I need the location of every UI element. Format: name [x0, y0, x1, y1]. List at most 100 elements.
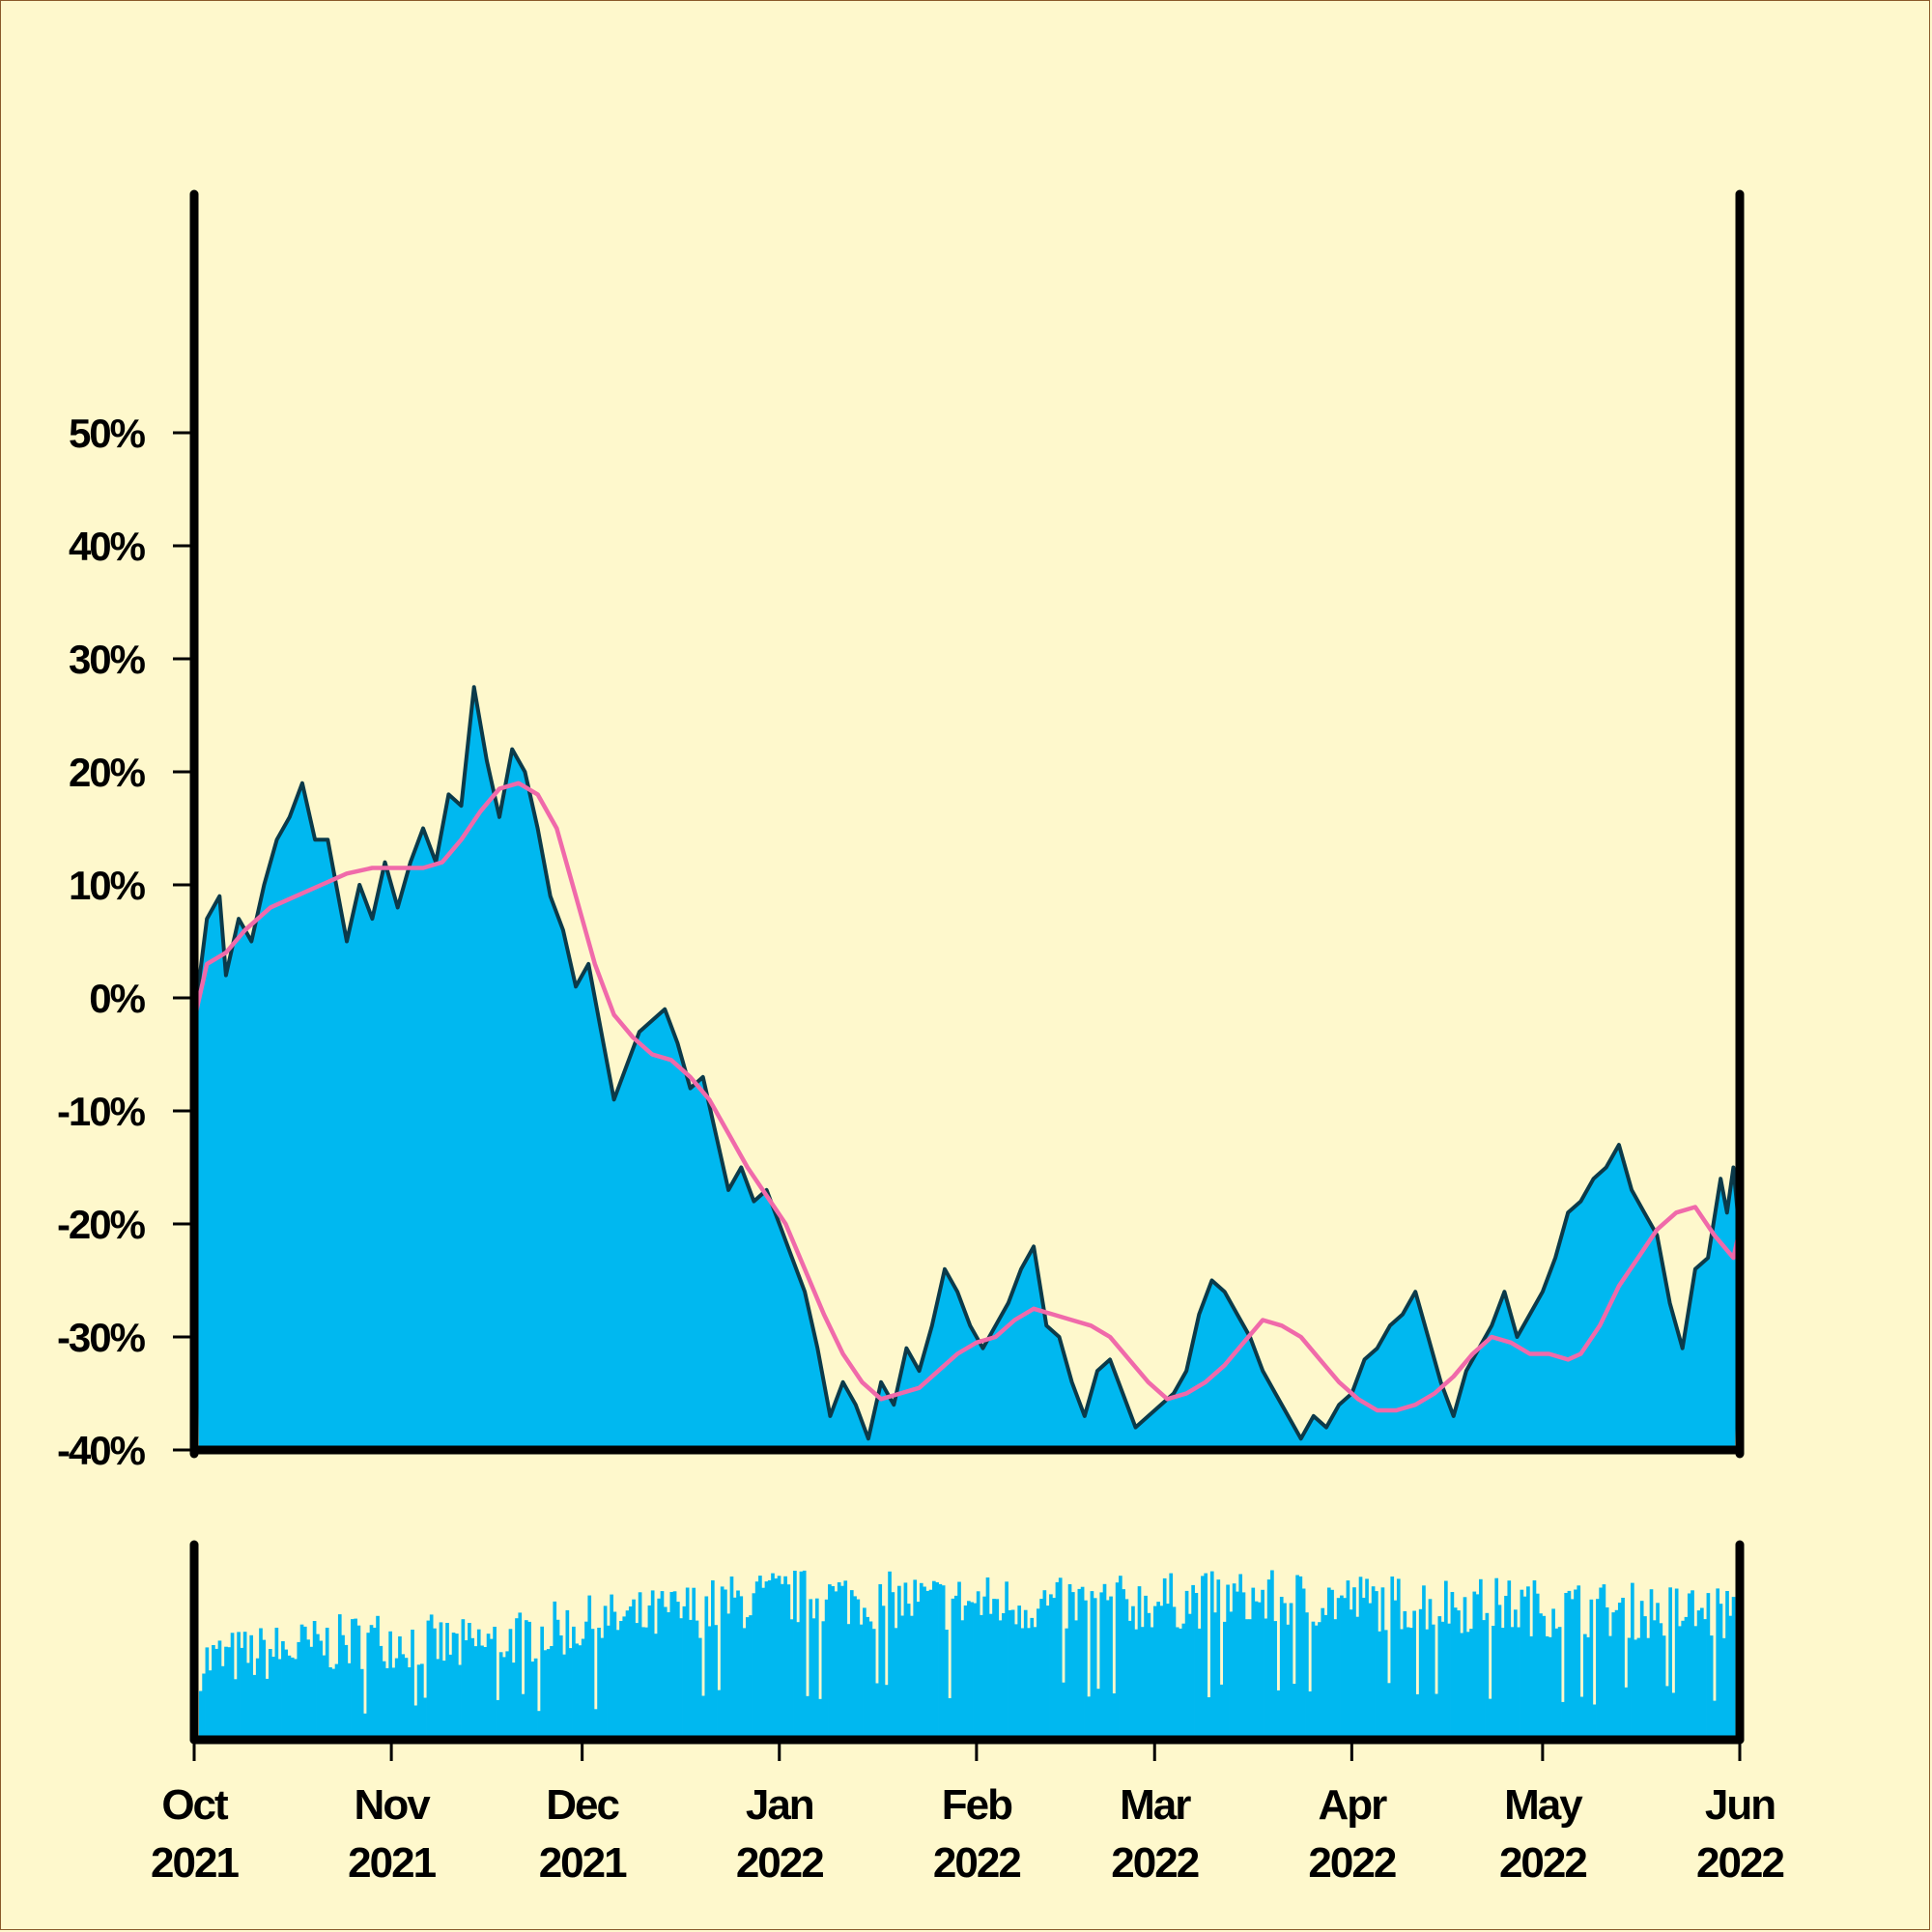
volume-bar	[212, 1645, 215, 1740]
volume-bar	[888, 1571, 892, 1740]
volume-bar	[1305, 1612, 1309, 1740]
volume-bar	[1144, 1595, 1148, 1740]
volume-bar	[1223, 1621, 1227, 1740]
volume-bar	[331, 1668, 336, 1740]
volume-bar	[1602, 1584, 1606, 1740]
volume-bar	[1270, 1570, 1274, 1740]
x-tick-month: Apr	[1318, 1781, 1387, 1829]
x-tick-year: 2021	[348, 1839, 436, 1887]
volume-bar	[322, 1655, 327, 1740]
volume-bar	[985, 1577, 990, 1740]
volume-bar	[1488, 1698, 1492, 1740]
volume-bar	[220, 1665, 225, 1740]
volume-bar	[806, 1695, 810, 1740]
volume-bar	[802, 1570, 807, 1740]
volume-bar	[217, 1640, 222, 1740]
volume-bar	[1649, 1589, 1654, 1740]
volume-bar	[685, 1587, 690, 1740]
volume-bar	[988, 1613, 993, 1740]
volume-bar	[274, 1628, 279, 1740]
volume-bar	[1485, 1612, 1490, 1740]
volume-bar	[628, 1606, 633, 1740]
volume-bar	[1087, 1696, 1091, 1740]
volume-bar	[1728, 1615, 1733, 1740]
volume-bar	[976, 1591, 980, 1740]
volume-bar	[1188, 1613, 1192, 1740]
volume-bar	[647, 1605, 652, 1740]
volume-bar	[752, 1593, 756, 1740]
volume-bar	[1209, 1571, 1214, 1740]
volume-bar	[480, 1645, 484, 1740]
volume-bar	[1721, 1637, 1726, 1740]
volume-bar	[1232, 1583, 1236, 1740]
volume-bar	[1169, 1573, 1174, 1740]
volume-bar	[369, 1625, 374, 1740]
volume-bar	[1400, 1629, 1404, 1740]
volume-bar	[932, 1580, 936, 1740]
volume-bar	[441, 1661, 446, 1740]
volume-bar	[423, 1697, 427, 1740]
volume-bar	[363, 1713, 367, 1740]
volume-bar	[1535, 1593, 1540, 1740]
volume-bar	[1358, 1577, 1363, 1740]
volume-bar	[701, 1695, 705, 1740]
volume-bar	[1513, 1609, 1518, 1740]
volume-bar	[1709, 1635, 1714, 1740]
volume-bar	[1191, 1584, 1195, 1740]
volume-bar	[774, 1578, 779, 1740]
volume-bar	[1052, 1598, 1056, 1740]
volume-bar	[1639, 1601, 1644, 1740]
volume-bar	[758, 1576, 762, 1740]
volume-bar	[1266, 1579, 1271, 1740]
volume-bar	[1273, 1621, 1278, 1740]
volume-bar	[998, 1620, 1003, 1740]
volume-bar	[641, 1627, 645, 1740]
volume-bar	[1475, 1594, 1480, 1740]
volume-bar	[1453, 1607, 1458, 1740]
volume-bar	[644, 1627, 648, 1740]
volume-bar	[1522, 1596, 1527, 1740]
volume-bar	[439, 1622, 443, 1740]
volume-bar	[341, 1634, 345, 1740]
volume-bar	[1665, 1686, 1669, 1740]
volume-bar	[669, 1592, 674, 1740]
volume-bar	[1074, 1620, 1078, 1740]
volume-bar	[249, 1634, 254, 1740]
volume-bar	[581, 1638, 585, 1740]
volume-bar	[1435, 1693, 1438, 1740]
volume-bar	[711, 1580, 715, 1740]
volume-bar	[540, 1626, 544, 1740]
volume-bar	[982, 1596, 987, 1740]
volume-bar	[1596, 1599, 1600, 1740]
volume-bar	[859, 1624, 864, 1740]
volume-bar	[1479, 1578, 1483, 1740]
volume-bar	[262, 1639, 267, 1740]
volume-bar	[960, 1620, 965, 1740]
volume-bar	[1465, 1632, 1470, 1740]
x-tick-month: Oct	[161, 1781, 229, 1829]
y-tick-label: 0%	[89, 976, 145, 1021]
volume-bar	[676, 1602, 680, 1740]
volume-bar	[650, 1590, 655, 1740]
volume-bar	[925, 1590, 930, 1740]
volume-bar	[995, 1599, 1000, 1740]
volume-bar	[344, 1644, 349, 1740]
volume-bar	[1643, 1616, 1647, 1740]
volume-bar	[894, 1628, 898, 1740]
volume-bar	[1283, 1603, 1287, 1740]
volume-bar	[1662, 1635, 1666, 1740]
volume-bar	[316, 1634, 320, 1740]
volume-bar	[1065, 1628, 1069, 1740]
x-tick-year: 2022	[1308, 1839, 1395, 1887]
volume-bar	[1156, 1602, 1160, 1740]
volume-bar	[1323, 1614, 1328, 1740]
volume-bar	[1229, 1611, 1234, 1740]
volume-bar	[1216, 1579, 1221, 1740]
volume-bar	[1238, 1574, 1243, 1740]
volume-bar	[1690, 1590, 1694, 1740]
volume-bar	[398, 1636, 402, 1740]
volume-bar	[429, 1614, 434, 1740]
volume-bar	[1005, 1581, 1009, 1740]
volume-bar	[468, 1623, 471, 1740]
volume-bar	[1162, 1577, 1167, 1740]
